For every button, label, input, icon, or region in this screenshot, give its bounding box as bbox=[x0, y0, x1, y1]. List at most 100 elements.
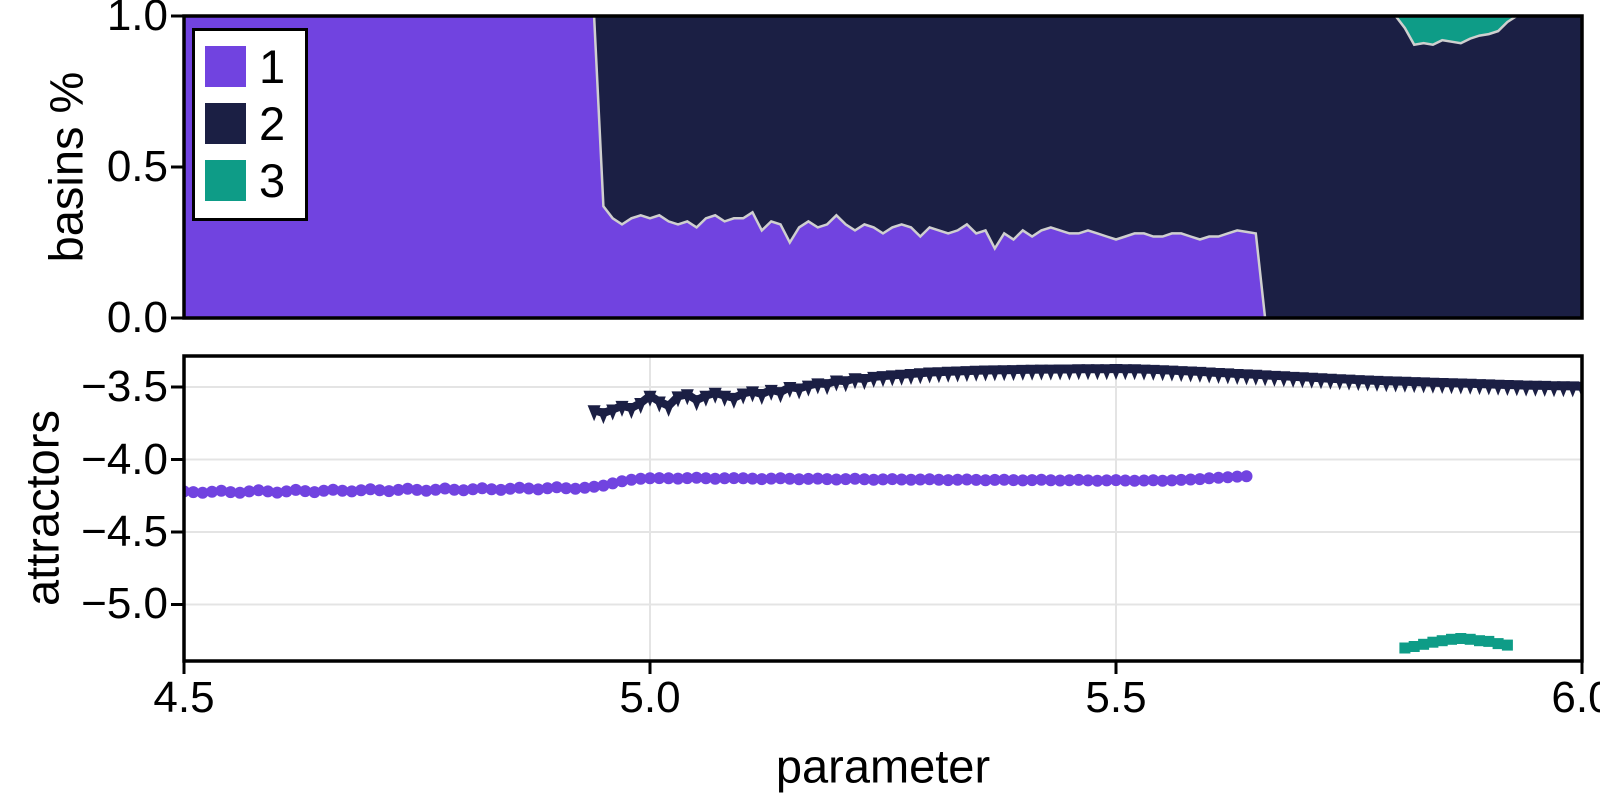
circle-marker bbox=[411, 483, 423, 496]
circle-marker bbox=[821, 473, 834, 486]
triangle-down-marker bbox=[839, 376, 853, 393]
triangle-down-marker bbox=[1314, 373, 1328, 390]
triangle-down-marker bbox=[1090, 364, 1104, 381]
square-marker bbox=[1501, 639, 1513, 651]
circle-marker bbox=[746, 472, 759, 485]
triangle-down-marker bbox=[699, 390, 713, 407]
circle-marker bbox=[401, 482, 414, 495]
circle-marker bbox=[243, 485, 256, 498]
triangle-down-marker bbox=[1417, 377, 1431, 394]
triangle-down-marker bbox=[606, 404, 620, 421]
triangle-down-marker bbox=[913, 368, 927, 385]
triangle-down-marker bbox=[1454, 378, 1468, 395]
triangle-down-marker bbox=[1118, 364, 1132, 381]
circle-marker bbox=[1119, 474, 1132, 487]
triangle-down-marker bbox=[1482, 379, 1496, 396]
triangle-down-marker bbox=[811, 378, 825, 395]
circle-marker bbox=[513, 481, 526, 494]
circle-marker bbox=[793, 473, 806, 486]
square-marker bbox=[1483, 635, 1495, 647]
x-tick-label: 6.0 bbox=[1551, 673, 1600, 722]
circle-marker bbox=[364, 483, 377, 496]
y-tick-label: −4.0 bbox=[81, 434, 168, 484]
triangle-down-marker bbox=[1146, 364, 1160, 381]
triangle-down-marker bbox=[783, 382, 797, 398]
triangle-down-marker bbox=[829, 375, 843, 392]
circle-marker bbox=[206, 485, 218, 498]
triangle-down-marker bbox=[1305, 372, 1319, 389]
triangle-down-marker bbox=[1128, 364, 1142, 381]
triangle-down-marker bbox=[1072, 364, 1086, 381]
triangle-down-marker bbox=[671, 391, 685, 408]
attractor-series-3 bbox=[1399, 633, 1513, 654]
triangle-down-marker bbox=[1184, 366, 1198, 383]
circle-marker bbox=[727, 472, 740, 485]
triangle-down-marker bbox=[997, 365, 1011, 382]
circle-marker bbox=[1128, 474, 1141, 487]
square-marker bbox=[1464, 633, 1476, 645]
circle-marker bbox=[1175, 473, 1188, 486]
circle-marker bbox=[699, 472, 712, 485]
basin-boundary-attractor1 bbox=[184, 16, 1582, 318]
triangle-down-marker bbox=[1230, 369, 1244, 385]
circle-marker bbox=[336, 484, 349, 497]
square-marker bbox=[1436, 635, 1448, 647]
circle-marker bbox=[811, 472, 824, 485]
circle-marker bbox=[532, 483, 545, 496]
triangle-down-marker bbox=[1426, 377, 1440, 394]
triangle-down-marker bbox=[1398, 376, 1412, 393]
triangle-down-marker bbox=[1258, 370, 1272, 387]
circle-marker bbox=[1193, 473, 1206, 486]
circle-marker bbox=[187, 486, 200, 499]
circle-marker bbox=[886, 473, 899, 486]
circle-marker bbox=[1110, 474, 1122, 487]
triangle-down-marker bbox=[708, 387, 722, 404]
triangle-down-marker bbox=[848, 373, 862, 390]
legend-label-attractor1: 1 bbox=[259, 40, 286, 93]
triangle-down-marker bbox=[1156, 365, 1170, 382]
triangle-down-marker bbox=[1361, 375, 1375, 392]
triangle-down-marker bbox=[643, 390, 657, 407]
triangle-down-marker bbox=[1109, 364, 1123, 380]
circle-marker bbox=[1100, 474, 1113, 487]
triangle-down-marker bbox=[1202, 367, 1216, 384]
circle-marker bbox=[755, 473, 768, 486]
circle-marker bbox=[877, 473, 889, 486]
circle-marker bbox=[1138, 474, 1150, 487]
circle-marker bbox=[588, 480, 601, 493]
circle-marker bbox=[718, 472, 731, 485]
circle-marker bbox=[280, 485, 293, 498]
triangle-down-marker bbox=[1034, 364, 1048, 381]
circle-marker bbox=[681, 472, 694, 485]
attractors-axis-label: attractors bbox=[15, 410, 69, 606]
circle-marker bbox=[942, 474, 955, 487]
circle-marker bbox=[1035, 473, 1048, 486]
triangle-down-marker bbox=[1081, 364, 1095, 381]
circle-marker bbox=[1212, 471, 1225, 484]
circle-marker bbox=[224, 486, 237, 499]
triangle-down-marker bbox=[951, 366, 965, 383]
triangle-down-marker bbox=[764, 384, 778, 401]
attractors-series bbox=[184, 364, 1582, 654]
circle-marker bbox=[644, 472, 656, 485]
triangle-down-marker bbox=[1407, 377, 1421, 394]
circle-marker bbox=[1044, 474, 1057, 487]
square-marker bbox=[1399, 642, 1411, 654]
triangle-down-marker bbox=[1473, 379, 1486, 396]
circle-marker bbox=[802, 472, 815, 485]
circle-marker bbox=[970, 473, 983, 486]
square-marker bbox=[1474, 635, 1485, 647]
square-marker bbox=[1427, 636, 1439, 648]
triangle-down-marker bbox=[1240, 369, 1253, 386]
triangle-down-marker bbox=[680, 389, 694, 406]
circle-marker bbox=[1221, 471, 1234, 484]
circle-marker bbox=[299, 485, 312, 498]
circle-marker bbox=[1165, 474, 1178, 487]
triangle-down-marker bbox=[1510, 380, 1524, 397]
attractor-series-2 bbox=[587, 364, 1582, 425]
triangle-down-marker bbox=[596, 408, 610, 425]
circle-marker bbox=[383, 485, 395, 498]
triangle-down-marker bbox=[1491, 379, 1505, 396]
